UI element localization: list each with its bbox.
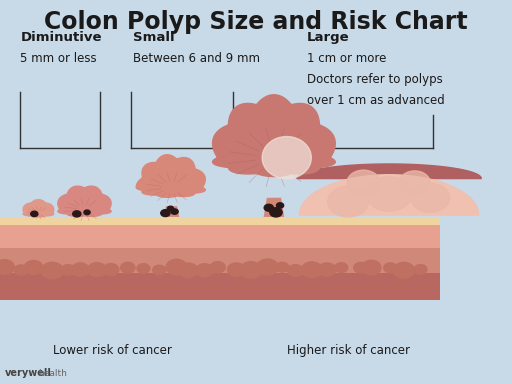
Circle shape [167,206,174,211]
Text: Diminutive: Diminutive [20,31,102,44]
Text: Lower risk of cancer: Lower risk of cancer [53,344,172,357]
Circle shape [361,260,381,275]
Bar [0,248,440,273]
Circle shape [153,265,166,275]
Polygon shape [297,164,481,179]
Circle shape [61,265,75,275]
Circle shape [354,262,368,273]
Circle shape [257,259,279,275]
Polygon shape [212,95,335,177]
Text: Colon Polyp Size and Risk Chart: Colon Polyp Size and Risk Chart [44,10,468,34]
Circle shape [411,183,450,212]
Circle shape [72,263,89,276]
Circle shape [275,262,289,272]
Polygon shape [58,186,111,217]
Text: Small: Small [133,31,175,44]
Circle shape [399,171,430,194]
Circle shape [0,260,14,275]
Circle shape [288,265,303,276]
Text: over 1 cm as advanced: over 1 cm as advanced [307,94,445,107]
Circle shape [103,263,119,276]
Circle shape [88,263,106,276]
Circle shape [31,211,38,217]
Circle shape [264,204,273,211]
Circle shape [335,263,348,273]
Circle shape [25,260,43,274]
Text: Between 6 and 9 mm: Between 6 and 9 mm [133,52,260,65]
Text: Large: Large [307,31,350,44]
Circle shape [14,265,28,275]
Circle shape [196,264,213,277]
Circle shape [366,177,412,211]
Circle shape [121,262,135,273]
Text: health: health [38,369,67,378]
Circle shape [384,263,397,273]
Bar [0,273,440,300]
Polygon shape [300,175,479,215]
Text: Higher risk of cancer: Higher risk of cancer [287,344,410,357]
Circle shape [179,263,198,278]
Circle shape [84,210,90,215]
Circle shape [210,262,225,273]
Text: 5 mm or less: 5 mm or less [20,52,97,65]
Circle shape [318,263,336,276]
Polygon shape [262,137,311,179]
Bar [0,217,440,225]
Circle shape [166,259,187,275]
Circle shape [171,209,178,214]
Circle shape [137,264,150,273]
Circle shape [73,211,81,217]
Polygon shape [23,200,54,217]
Polygon shape [264,198,284,217]
Circle shape [393,262,414,278]
Circle shape [41,262,63,279]
Polygon shape [164,206,179,217]
Circle shape [328,186,369,217]
Text: Doctors refer to polyps: Doctors refer to polyps [307,73,443,86]
Circle shape [347,170,380,195]
Text: verywell: verywell [5,368,52,378]
Circle shape [270,208,282,217]
Text: 1 cm or more: 1 cm or more [307,52,387,65]
Circle shape [414,265,427,274]
Bar [0,217,440,248]
Circle shape [161,210,170,217]
Polygon shape [136,155,205,197]
Circle shape [276,203,284,208]
Circle shape [302,262,322,278]
Circle shape [227,263,245,276]
Circle shape [240,262,262,278]
